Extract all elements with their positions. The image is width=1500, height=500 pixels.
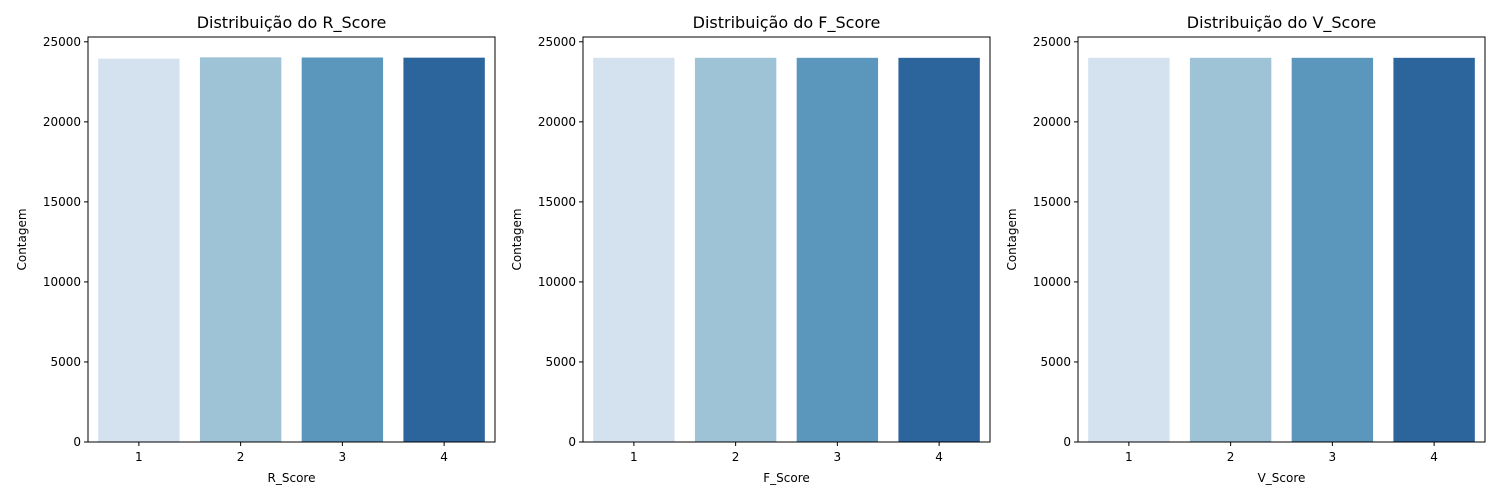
bar-4 (898, 57, 980, 443)
bar-2 (1189, 57, 1272, 443)
bar-3 (301, 57, 384, 443)
x-axis-label: R_Score (268, 471, 316, 485)
y-tick-label: 5000 (545, 355, 576, 369)
chart-panel-1: 0 5000 10000 15000 20000 25000 1 2 3 4 Distribuiçã… (15, 13, 496, 485)
y-tick-label: 15000 (43, 195, 81, 209)
bar-3 (796, 57, 879, 443)
x-tick-label: 2 (237, 450, 245, 464)
y-tick-label: 0 (73, 435, 81, 449)
x-tick-label: 2 (732, 450, 740, 464)
y-tick-label: 20000 (43, 115, 81, 129)
y-tick-label: 20000 (1033, 115, 1071, 129)
y-tick-label: 25000 (538, 35, 576, 49)
y-tick-label: 10000 (538, 275, 576, 289)
y-tick-label: 5000 (50, 355, 81, 369)
y-tick-label: 0 (1063, 435, 1071, 449)
bar-4 (1393, 57, 1475, 443)
y-axis-label: Contagem (15, 208, 29, 270)
x-axis-label: F_Score (763, 471, 810, 485)
bar-4 (403, 57, 485, 442)
x-axis-label: V_Score (1258, 471, 1306, 485)
y-tick-label: 0 (568, 435, 576, 449)
y-tick-label: 25000 (1033, 35, 1071, 49)
y-axis-label: Contagem (1005, 208, 1019, 270)
bar-2 (694, 57, 777, 443)
x-tick-label: 2 (1227, 450, 1235, 464)
y-tick-label: 10000 (1033, 275, 1071, 289)
bar-2 (199, 57, 282, 442)
y-tick-label: 25000 (43, 35, 81, 49)
y-tick-label: 15000 (1033, 195, 1071, 209)
bar-3 (1291, 57, 1374, 443)
x-tick-label: 4 (1430, 450, 1438, 464)
chart-panel-3: 0 5000 10000 15000 20000 25000 1 2 3 4 Distribuiçã… (1005, 13, 1486, 485)
bar-1 (593, 57, 675, 443)
x-tick-label: 4 (440, 450, 448, 464)
chart-title: Distribuição do V_Score (1187, 13, 1376, 33)
y-tick-label: 10000 (43, 275, 81, 289)
y-tick-label: 15000 (538, 195, 576, 209)
x-tick-label: 3 (339, 450, 347, 464)
chart-title: Distribuição do F_Score (693, 13, 881, 33)
bar-1 (98, 58, 180, 443)
x-tick-label: 1 (1125, 450, 1133, 464)
x-tick-label: 3 (1329, 450, 1337, 464)
y-tick-label: 20000 (538, 115, 576, 129)
y-axis-label: Contagem (510, 208, 524, 270)
axes-frame (1077, 36, 1486, 443)
x-tick-label: 1 (135, 450, 143, 464)
y-tick-label: 5000 (1040, 355, 1071, 369)
chart-panel-2: 0 5000 10000 15000 20000 25000 1 2 3 4 Distribuiçã… (510, 13, 991, 485)
x-tick-label: 3 (834, 450, 842, 464)
chart-title: Distribuição do R_Score (197, 13, 387, 33)
bar-1 (1088, 57, 1170, 443)
axes-frame (87, 36, 496, 443)
x-tick-label: 1 (630, 450, 638, 464)
axes-frame (582, 36, 991, 443)
x-tick-label: 4 (935, 450, 943, 464)
